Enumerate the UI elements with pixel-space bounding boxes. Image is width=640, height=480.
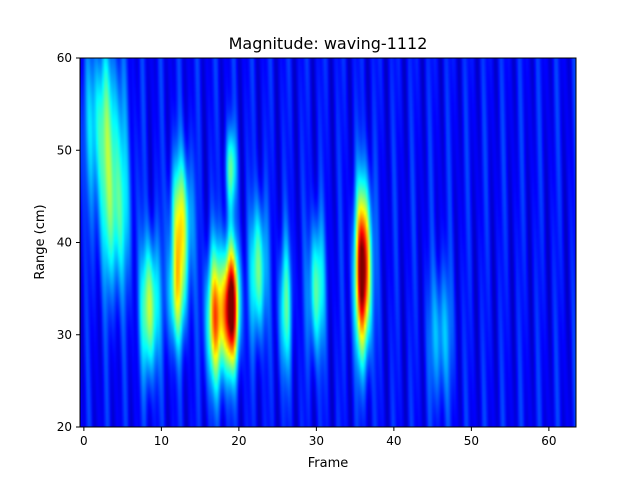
- x-axis-label: Frame: [308, 456, 349, 471]
- x-tick-label: 30: [309, 434, 324, 448]
- x-tick-label: 50: [464, 434, 479, 448]
- chart-title: Magnitude: waving-1112: [229, 34, 428, 53]
- plot-area: [79, 57, 577, 428]
- y-axis: 20 30 40 50 60: [57, 51, 80, 434]
- x-tick-label: 40: [386, 434, 401, 448]
- x-tick-label: 10: [154, 434, 169, 448]
- y-tick-label: 20: [57, 420, 72, 434]
- x-tick-label: 60: [541, 434, 556, 448]
- x-tick-label: 20: [231, 434, 246, 448]
- y-tick-label: 30: [57, 328, 72, 342]
- y-tick-label: 40: [57, 236, 72, 250]
- y-tick-label: 60: [57, 51, 72, 65]
- x-axis: 0 10 20 30 40 50 60: [80, 427, 557, 448]
- y-axis-label: Range (cm): [33, 204, 48, 279]
- x-tick-label: 0: [80, 434, 88, 448]
- heatmap-image: [80, 58, 576, 427]
- y-tick-label: 50: [57, 143, 72, 157]
